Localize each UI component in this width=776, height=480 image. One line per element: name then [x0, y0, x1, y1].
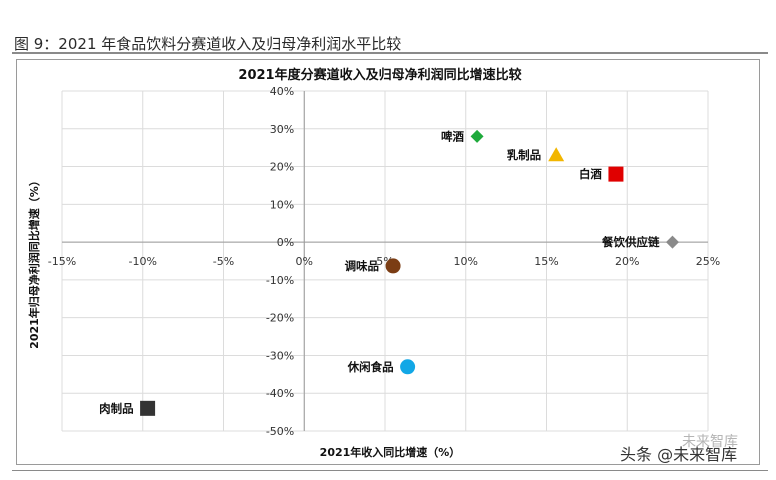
point-marker-circle — [385, 258, 401, 274]
x-tick-label: -15% — [48, 255, 76, 268]
bottom-rule — [12, 470, 768, 471]
x-tick-label: 0% — [296, 255, 313, 268]
x-tick-label: 25% — [696, 255, 720, 268]
point-label: 乳制品 — [507, 148, 542, 162]
point-marker-square — [140, 400, 156, 416]
y-tick-label: -40% — [266, 387, 294, 400]
point-marker-circle — [400, 359, 416, 375]
figure-caption: 图 9：2021 年食品饮料分赛道收入及归母净利润水平比较 — [14, 35, 402, 53]
x-tick-label: 10% — [454, 255, 478, 268]
y-tick-label: 20% — [270, 161, 294, 174]
watermark: 未来智库 头条 @未来智库 — [620, 434, 738, 465]
data-point-group: 调味品 — [345, 258, 401, 274]
point-marker-diamond — [470, 129, 484, 143]
y-tick-label: 30% — [270, 123, 294, 136]
data-point-group: 乳制品 — [507, 147, 565, 162]
y-tick-label: 10% — [270, 198, 294, 211]
chart-title: 2021年度分赛道收入及归母净利润同比增速比较 — [238, 67, 521, 83]
point-marker-square — [608, 166, 624, 182]
x-tick-label: -10% — [129, 255, 157, 268]
point-label: 肉制品 — [99, 401, 134, 415]
data-point-group: 休闲食品 — [347, 359, 416, 375]
caption-rule — [12, 52, 768, 54]
data-point-group: 肉制品 — [99, 400, 156, 416]
x-tick-label: 20% — [615, 255, 639, 268]
point-label: 调味品 — [345, 259, 380, 273]
point-label: 白酒 — [579, 167, 602, 181]
y-tick-label: 40% — [270, 85, 294, 98]
chart-frame — [16, 59, 760, 465]
x-tick-label: -5% — [213, 255, 234, 268]
data-point-group: 白酒 — [579, 166, 624, 182]
watermark-text: 头条 @未来智库 — [620, 445, 738, 464]
x-tick-label: 15% — [534, 255, 558, 268]
y-tick-label: -30% — [266, 349, 294, 362]
y-tick-label: 0% — [277, 236, 294, 249]
data-point-group: 啤酒 — [441, 129, 484, 143]
point-marker-diamond — [665, 235, 679, 249]
point-label: 休闲食品 — [347, 360, 394, 374]
point-label: 啤酒 — [441, 129, 464, 143]
y-tick-label: -50% — [266, 425, 294, 438]
grid — [61, 90, 709, 432]
y-tick-label: -20% — [266, 312, 294, 325]
y-axis-label: 2021年归母净利润同比增速（%） — [27, 175, 41, 349]
watermark-faint-text: 未来智库 — [682, 434, 738, 450]
data-point-group: 餐饮供应链 — [601, 235, 679, 249]
y-tick-label: -10% — [266, 274, 294, 287]
x-axis-label: 2021年收入同比增速（%） — [320, 445, 461, 459]
point-marker-triangle — [548, 147, 565, 162]
tick-labels: -15% -10% -5% 0% 5% 10% 15% 20% 25%40%30%20%10%0… — [48, 85, 720, 438]
point-label: 餐饮供应链 — [601, 235, 660, 249]
axes — [62, 91, 708, 431]
